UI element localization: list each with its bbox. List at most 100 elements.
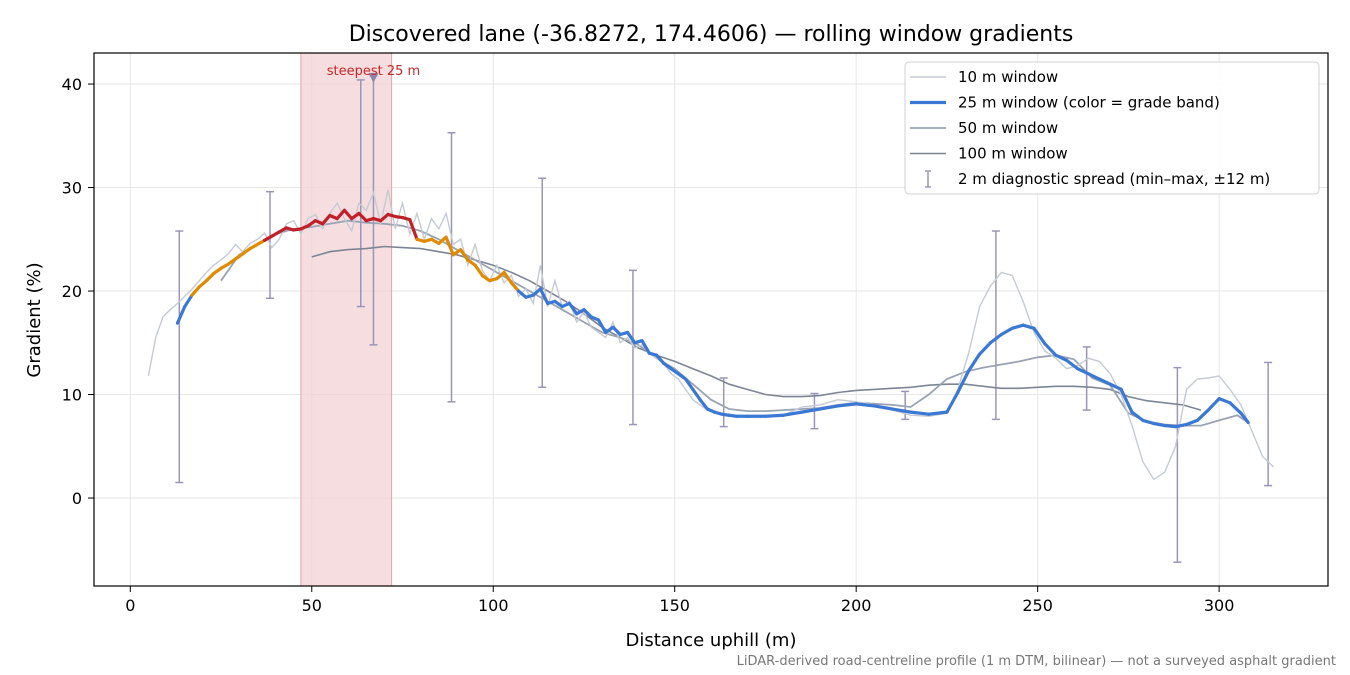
errorbar xyxy=(356,79,365,308)
legend-box xyxy=(904,61,1320,195)
series-segment-25m xyxy=(763,413,786,418)
series-segment-25m xyxy=(988,332,1003,345)
series-line-10m xyxy=(147,189,1275,481)
chart-title: Discovered lane (-36.8272, 174.4606) — r… xyxy=(349,22,1074,47)
series-segment-25m xyxy=(1010,323,1025,330)
legend-item: 100 m window xyxy=(910,145,1068,163)
y-tick-label: 10 xyxy=(62,386,82,405)
steepest-band-rect xyxy=(300,52,393,587)
series-segment-25m xyxy=(321,213,332,226)
series-segment-25m xyxy=(640,339,651,355)
series-segment-25m xyxy=(1021,323,1036,330)
legend-item: 10 m window xyxy=(910,68,1058,86)
series-segment-25m xyxy=(1163,423,1178,429)
series-segment-25m xyxy=(625,330,637,345)
series-segment-25m xyxy=(1173,422,1189,429)
series-segment-25m xyxy=(854,402,876,408)
series-segment-25m xyxy=(596,318,608,335)
errorbar xyxy=(175,230,184,484)
series-segment-25m xyxy=(967,352,982,373)
series-segment-25m xyxy=(999,326,1014,337)
series-segment-25m xyxy=(611,325,622,337)
series-segment-25m xyxy=(1152,421,1167,428)
legend-item: 25 m window (color = grade band) xyxy=(910,94,1220,112)
y-tick-label: 40 xyxy=(62,75,82,94)
series-segment-25m xyxy=(1195,408,1210,423)
legend-item: 2 m diagnostic spread (min–max, ±12 m) xyxy=(925,170,1270,188)
series-segment-25m xyxy=(204,271,216,283)
series-segment-25m xyxy=(927,410,949,416)
x-tick-label: 50 xyxy=(302,596,322,615)
plot-frame xyxy=(93,52,1329,587)
series-segment-25m xyxy=(654,353,666,366)
errorbar xyxy=(447,131,456,403)
series-segment-25m xyxy=(1228,401,1243,415)
series-segment-25m xyxy=(836,402,858,408)
y-tick-label: 20 xyxy=(62,282,82,301)
series-lines xyxy=(147,189,1275,481)
series-line-100m xyxy=(311,245,1202,411)
footnote: LiDAR-derived road-centreline profile (1… xyxy=(737,654,1336,669)
series-segment-25m xyxy=(872,404,895,411)
series-segment-25m xyxy=(1108,382,1123,391)
steepest-band xyxy=(300,52,393,587)
series-segment-25m xyxy=(1206,397,1221,412)
legend: 10 m window 25 m window (color = grade ba… xyxy=(904,61,1320,195)
series-segment-25m xyxy=(1239,411,1250,425)
series-segment-25m xyxy=(1065,358,1080,371)
legend-item: 50 m window xyxy=(910,119,1058,137)
errorbar xyxy=(901,390,910,421)
series-segment-25m xyxy=(342,208,354,221)
series-segment-25m xyxy=(781,410,804,417)
series-segment-25m xyxy=(357,211,368,223)
series-segment-25m xyxy=(1184,418,1199,427)
y-tick-label: 0 xyxy=(72,489,82,508)
errorbar xyxy=(628,269,637,426)
series-segment-25m xyxy=(1130,410,1145,423)
errorbar xyxy=(538,177,547,389)
series-segment-25m xyxy=(1217,397,1232,405)
steepest-marker: steepest 25 m xyxy=(327,64,420,83)
series-segment-25m xyxy=(473,263,484,278)
x-tick-label: 300 xyxy=(1204,596,1235,615)
errorbar xyxy=(1173,366,1182,563)
series-segment-25m xyxy=(1043,342,1058,357)
x-tick-label: 200 xyxy=(841,596,872,615)
plot-frame-rect xyxy=(93,52,1329,587)
series-segment-25m xyxy=(1097,377,1112,386)
x-tick-label: 0 xyxy=(125,596,135,615)
series-segment-25m xyxy=(538,287,550,306)
series-segment-25m xyxy=(582,308,593,319)
series-segment-25m xyxy=(502,270,513,285)
x-tick-label: 250 xyxy=(1022,596,1053,615)
legend-label: 100 m window xyxy=(958,145,1068,163)
errorbar xyxy=(719,377,728,428)
series-segment-25m xyxy=(444,235,455,257)
series-segment-25m xyxy=(1032,326,1047,346)
series-segment-25m xyxy=(458,248,470,262)
series-segment-25m xyxy=(1075,367,1091,376)
series-segment-25m xyxy=(509,281,521,293)
x-axis-ticks: 0 50 100 150 200 250 300 xyxy=(125,586,1234,615)
y-axis-label: Gradient (%) xyxy=(24,262,45,377)
x-tick-label: 150 xyxy=(659,596,690,615)
series-segment-25m xyxy=(818,404,840,411)
series-segment-25m xyxy=(183,293,194,309)
steepest-marker-triangle xyxy=(368,72,379,83)
series-segment-25m xyxy=(1119,387,1134,414)
series-segment-25m xyxy=(698,398,709,411)
x-axis-label: Distance uphill (m) xyxy=(626,630,797,651)
legend-label: 2 m diagnostic spread (min–max, ±12 m) xyxy=(958,170,1270,188)
series-segment-25m xyxy=(977,341,993,356)
series-segment-25m xyxy=(175,304,187,325)
diagnostic-errorbars xyxy=(175,75,1273,563)
series-line-50m xyxy=(220,219,1249,427)
series-segment-25m xyxy=(909,410,931,416)
series-segment-25m xyxy=(408,218,419,241)
series-segment-25m xyxy=(945,390,960,414)
series-segment-25m xyxy=(335,208,347,221)
errorbar xyxy=(1082,346,1091,411)
steepest-annotation: steepest 25 m xyxy=(327,64,420,79)
series-segment-25m xyxy=(1086,372,1101,381)
